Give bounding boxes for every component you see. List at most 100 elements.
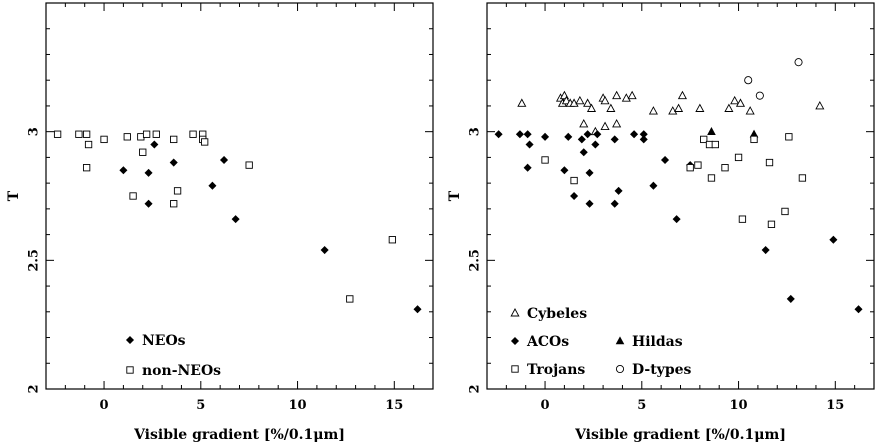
legend-item-cybeles: Cybeles xyxy=(510,306,587,322)
data-point xyxy=(798,174,807,182)
data-point xyxy=(231,215,240,224)
y-tick-label: 3 xyxy=(468,127,483,136)
data-point xyxy=(600,95,610,105)
x-tick-label: 15 xyxy=(385,398,403,413)
data-point xyxy=(517,98,527,107)
data-point xyxy=(388,236,397,244)
x-tick-label: 10 xyxy=(730,398,748,413)
data-point xyxy=(579,119,589,128)
series-acos xyxy=(494,130,863,314)
data-point xyxy=(829,235,838,244)
data-point xyxy=(139,148,147,156)
data-point xyxy=(745,106,755,115)
data-point xyxy=(583,98,593,107)
scatter-panel-2: 0 5 10 15 2 2.5 3 Visible gradient [%/0.1μm] T Cy… xyxy=(447,2,875,443)
data-point xyxy=(208,181,217,190)
data-point xyxy=(84,140,93,149)
data-point xyxy=(123,133,131,141)
y-tick-label: 2 xyxy=(27,384,42,393)
plot-frame xyxy=(45,2,434,390)
data-point xyxy=(152,130,160,138)
data-point xyxy=(677,90,687,100)
data-point xyxy=(515,130,524,139)
data-point xyxy=(82,130,91,138)
data-point xyxy=(219,155,229,164)
data-point xyxy=(579,148,588,157)
data-point xyxy=(761,246,770,255)
data-point xyxy=(541,156,549,164)
data-point xyxy=(173,187,182,195)
legend: Cybeles ACOs Hildas Trojans D-types xyxy=(510,306,692,378)
data-point xyxy=(744,76,753,85)
data-point xyxy=(575,95,585,105)
legend-marker xyxy=(511,365,519,373)
y-tick-label: 2.5 xyxy=(468,249,483,272)
data-point xyxy=(639,135,648,144)
scatter-panel-1: 0 5 10 15 2 2.5 3 Visible gradient [%/0.1μm] T NE… xyxy=(6,2,434,443)
legend-marker xyxy=(125,335,135,345)
data-point xyxy=(786,294,795,303)
data-point xyxy=(648,106,658,115)
legend-label: Cybeles xyxy=(527,306,587,322)
data-point xyxy=(413,305,422,314)
data-point xyxy=(569,98,579,107)
data-point xyxy=(346,295,354,303)
data-point xyxy=(794,58,803,67)
y-axis-title: T xyxy=(6,190,22,201)
data-point xyxy=(695,103,705,112)
series-cybeles xyxy=(517,90,825,136)
data-point xyxy=(738,215,747,223)
x-tick-label: 10 xyxy=(289,398,307,413)
data-point xyxy=(815,100,825,110)
x-tick-label: 15 xyxy=(826,398,844,413)
data-point xyxy=(144,199,153,208)
data-point xyxy=(170,200,178,208)
data-point xyxy=(724,103,734,112)
data-point xyxy=(610,199,619,208)
x-tick-label: 0 xyxy=(541,398,550,413)
data-point xyxy=(721,164,729,172)
data-point xyxy=(614,186,623,195)
legend-marker xyxy=(615,336,625,345)
data-point xyxy=(150,140,159,149)
legend-marker xyxy=(615,364,625,374)
data-point xyxy=(142,130,151,138)
data-point xyxy=(585,168,594,177)
data-point xyxy=(781,207,789,216)
x-axis-title: Visible gradient [%/0.1μm] xyxy=(574,427,786,443)
data-point xyxy=(734,153,743,162)
data-point xyxy=(600,121,610,130)
legend-label: ACOs xyxy=(526,334,569,350)
data-point xyxy=(593,130,602,139)
data-point xyxy=(53,130,62,138)
x-axis-title: Visible gradient [%/0.1μm] xyxy=(133,427,345,443)
data-point xyxy=(610,135,619,144)
data-point xyxy=(75,130,83,138)
data-point xyxy=(144,168,153,177)
data-point xyxy=(765,158,774,167)
data-point xyxy=(630,130,639,139)
series-trojans xyxy=(541,133,807,228)
data-point xyxy=(129,192,137,200)
data-point xyxy=(700,135,708,144)
y-tick-label: 3 xyxy=(27,127,42,136)
data-point xyxy=(570,191,579,201)
data-point xyxy=(668,106,678,115)
data-point xyxy=(785,133,793,141)
data-point xyxy=(672,215,681,224)
x-tick-label: 0 xyxy=(100,398,109,413)
y-axis-title: T xyxy=(447,190,463,201)
data-point xyxy=(735,98,746,107)
x-tick-label: 5 xyxy=(637,398,646,413)
data-point xyxy=(583,130,592,139)
data-point xyxy=(750,135,758,144)
legend-label: Hildas xyxy=(632,334,683,350)
series-hildas xyxy=(707,127,759,138)
data-point xyxy=(523,163,532,172)
data-point xyxy=(694,161,702,169)
data-point xyxy=(711,140,719,149)
data-point xyxy=(201,138,209,146)
data-point xyxy=(525,140,534,149)
data-point xyxy=(621,93,631,102)
y-tick-label: 2.5 xyxy=(27,249,42,272)
